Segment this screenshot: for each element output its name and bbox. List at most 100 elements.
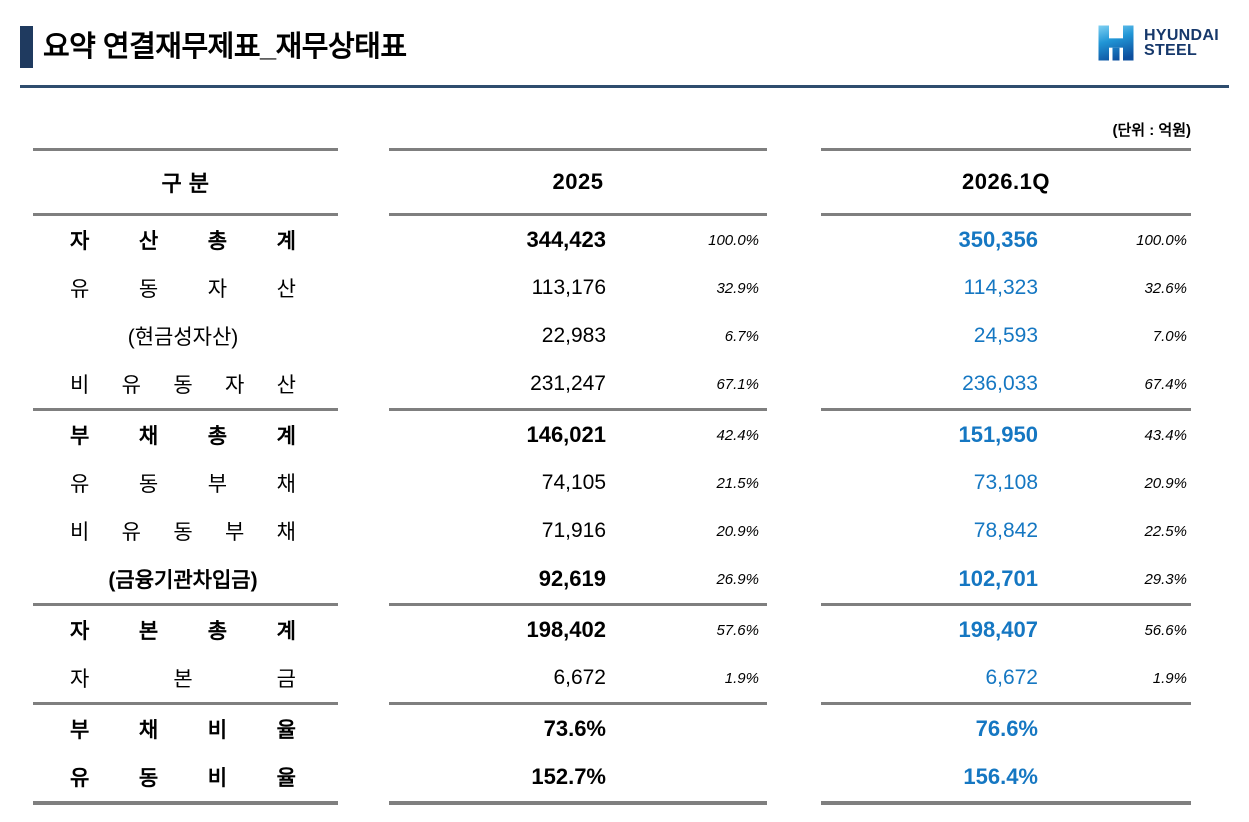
table-row-values: 231,247 67.1% (389, 360, 767, 408)
row-label-char: 산 (276, 374, 296, 397)
pct-2025: 1.9% (724, 669, 759, 687)
value-2026-1q: 156.4% (963, 764, 1038, 789)
row-label-char: 율 (276, 719, 296, 742)
header-2026-1q: 2026.1Q (821, 151, 1191, 216)
row-label-char: 본 (173, 668, 193, 691)
unit-label: (단위 : 억원) (1112, 122, 1191, 139)
header-2025: 2025 (389, 151, 767, 216)
pct-2026-1q: 29.3% (1144, 570, 1187, 588)
table-row-values: 24,593 7.0% (821, 312, 1191, 360)
page-title: 요약 연결재무제표_재무상태표 (43, 31, 407, 63)
pct-2025: 6.7% (724, 327, 759, 345)
row-label-char: 자 (207, 278, 228, 301)
row-label-char: 부 (207, 473, 228, 496)
row-label-char: 율 (276, 767, 296, 790)
value-2025: 113,176 (531, 276, 606, 299)
logo-wordmark: HYUNDAI STEEL (1144, 28, 1219, 59)
pct-2025: 57.6% (716, 621, 759, 639)
value-2026-1q: 102,701 (958, 566, 1038, 591)
row-label-char: 부 (224, 521, 245, 544)
header-2025-label: 2025 (552, 169, 604, 194)
table-row-values: 78,842 22.5% (821, 507, 1191, 555)
row-label-char: 동 (173, 374, 193, 397)
value-2026-1q: 6,672 (985, 666, 1038, 689)
row-label-char: 동 (173, 521, 193, 544)
pct-2026-1q: 1.9% (1152, 669, 1187, 687)
row-label-char: 총 (207, 620, 228, 643)
row-label-char: 본 (138, 620, 159, 643)
value-2025: 344,423 (526, 227, 606, 252)
table-row-values: 102,701 29.3% (821, 555, 1191, 603)
section-2026-1q: 350,356 100.0% 114,323 32.6% 24,593 7.0% 236,0… (821, 216, 1191, 411)
table-row-values: 92,619 26.9% (389, 555, 767, 603)
category-column: 구 분 자 산 총 계 유 동 자 산 (현금성자산) 비 유 동 자 산 부 채 총 계 유 동 부 채 비 유 동 부 채 (금융… (33, 148, 338, 805)
row-label-char: 총 (207, 230, 228, 253)
row-label-char: 자 (70, 230, 90, 253)
row-label-char: 금 (276, 668, 296, 691)
value-2026-1q: 236,033 (962, 372, 1038, 395)
section-2025: 73.6% 152.7% (389, 705, 767, 805)
row-label-char: 비 (207, 767, 228, 790)
table-row-values: 146,021 42.4% (389, 411, 767, 459)
section-2025: 198,402 57.6% 6,672 1.9% (389, 606, 767, 705)
row-label-char: 채 (276, 521, 296, 544)
table-row-label: (현금성자산) (33, 312, 338, 360)
row-label: (금융기관차입금) (108, 569, 258, 592)
row-label-char: 유 (70, 278, 90, 301)
row-label-char: 유 (121, 521, 141, 544)
row-label-char: 채 (276, 473, 296, 496)
table-row-values: 6,672 1.9% (821, 654, 1191, 702)
pct-2025: 20.9% (716, 522, 759, 540)
category-header: 구 분 (33, 151, 338, 216)
value-2026-1q: 24,593 (973, 324, 1038, 347)
row-label-char: 비 (70, 374, 90, 397)
row-label: (현금성자산) (127, 326, 239, 349)
title-accent-bar (20, 26, 33, 68)
table-row-values: 6,672 1.9% (389, 654, 767, 702)
header-2026-1q-label: 2026.1Q (962, 169, 1050, 194)
page-title-row: 요약 연결재무제표_재무상태표 (20, 24, 407, 70)
value-2025: 92,619 (538, 566, 606, 591)
value-2025: 198,402 (526, 617, 606, 642)
logo-line2: STEEL (1144, 42, 1198, 59)
financial-table: 구 분 자 산 총 계 유 동 자 산 (현금성자산) 비 유 동 자 산 부 채 총 계 유 동 부 채 비 유 동 부 채 (금융… (33, 148, 1191, 805)
value-2026-1q: 198,407 (958, 617, 1038, 642)
table-row-values: 156.4% (821, 753, 1191, 801)
table-row-values: 114,323 32.6% (821, 264, 1191, 312)
row-label-char: 동 (138, 278, 159, 301)
value-2025: 73.6% (543, 716, 606, 741)
value-2026-1q: 151,950 (958, 422, 1038, 447)
value-2025: 22,983 (541, 324, 606, 347)
row-label-char: 채 (138, 719, 159, 742)
value-2026-1q: 114,323 (963, 276, 1038, 299)
table-row-label: (금융기관차입금) (33, 555, 338, 603)
pct-2025: 42.4% (716, 426, 759, 444)
pct-2025: 100.0% (708, 231, 759, 249)
pct-2026-1q: 56.6% (1144, 621, 1187, 639)
table-row-values: 113,176 32.9% (389, 264, 767, 312)
value-2026-1q: 350,356 (958, 227, 1038, 252)
pct-2026-1q: 7.0% (1152, 327, 1187, 345)
table-row-values: 236,033 67.4% (821, 360, 1191, 408)
value-2025: 231,247 (530, 372, 606, 395)
row-label-char: 산 (276, 278, 296, 301)
table-row-values: 73.6% (389, 705, 767, 753)
row-label-char: 유 (70, 473, 90, 496)
column-2025: 2025 344,423 100.0% 113,176 32.9% 22,983 6.7%… (389, 148, 767, 805)
table-row-values: 198,402 57.6% (389, 606, 767, 654)
